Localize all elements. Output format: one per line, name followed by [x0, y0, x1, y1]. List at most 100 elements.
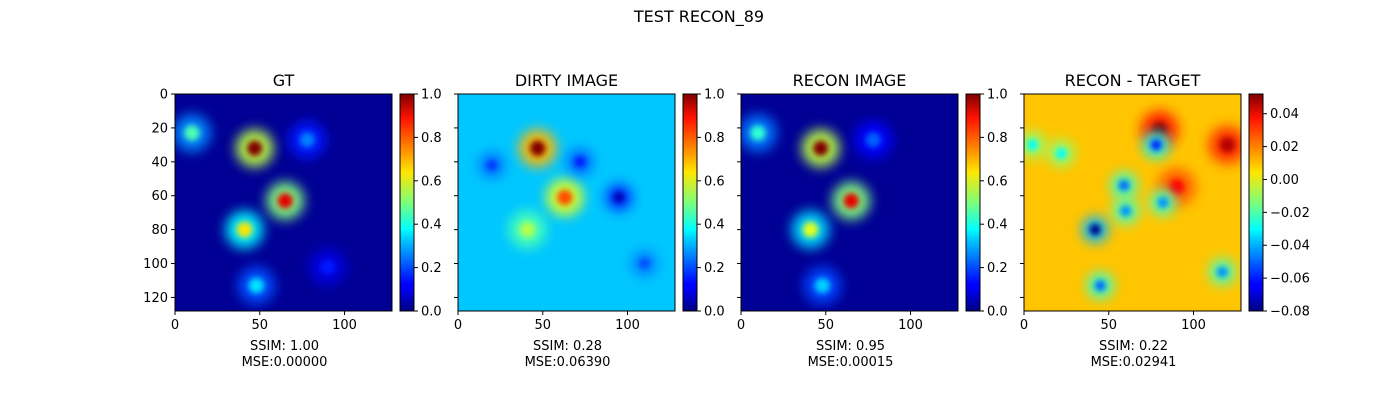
metric-caption: MSE:0.00000 [242, 355, 328, 370]
colorbar-tick-label: 0.02 [1270, 140, 1299, 155]
x-tick-label: 0 [454, 318, 462, 333]
panel-title: GT [273, 71, 295, 90]
x-tick-label: 0 [737, 318, 745, 333]
y-tick-label: 0 [160, 88, 168, 103]
y-tick-label: 80 [151, 223, 168, 238]
colorbar-tick-label: −0.06 [1270, 272, 1310, 287]
colorbar-tick-label: 1.0 [421, 88, 442, 103]
heatmap-hole [1157, 197, 1169, 208]
x-tick-label: 50 [817, 318, 834, 333]
colorbar-tick-label: 0.6 [704, 174, 725, 189]
colorbar-tick-label: −0.02 [1270, 206, 1310, 221]
heatmap-peak [319, 259, 336, 275]
colorbar-gradient [399, 93, 415, 312]
figure-title: TEST RECON_89 [633, 7, 764, 27]
colorbar-tick-label: 0.6 [987, 174, 1008, 189]
colorbar-tick-label: 0.8 [421, 131, 442, 146]
heatmap-image [175, 94, 392, 311]
colorbar-tick-label: 0.6 [421, 174, 442, 189]
heatmap-peak [1168, 179, 1185, 195]
heatmap-hole [1216, 266, 1228, 278]
heatmap-hole [1026, 139, 1038, 151]
heatmap-hole [613, 191, 625, 203]
heatmap-hole [1094, 280, 1106, 292]
panel-4: RECON - TARGET 0 50 100 0.04 0.02 0.00 −0.02 −0.… [1020, 71, 1310, 370]
heatmap-peak [802, 221, 819, 238]
x-tick-label: 100 [615, 318, 640, 333]
metric-caption: SSIM: 0.95 [816, 339, 885, 354]
axes-frame [1023, 93, 1242, 312]
heatmap-peak [299, 132, 315, 148]
heatmap-peak [529, 140, 546, 156]
metric-caption: SSIM: 0.28 [533, 339, 602, 354]
colorbar-tick-label: 0.2 [987, 261, 1008, 276]
y-tick-label: 120 [143, 291, 168, 306]
x-tick-label: 50 [534, 318, 551, 333]
heatmap-image [1024, 94, 1241, 311]
heatmap-peak [519, 221, 536, 238]
axes-frame [174, 93, 393, 312]
heatmap-hole [1120, 205, 1132, 217]
heatmap-peak [814, 277, 831, 294]
colorbar-tick-label: 0.8 [704, 131, 725, 146]
colorbar: 0.0 0.2 0.4 0.6 0.8 1.0 [399, 88, 442, 320]
x-tick-label: 100 [332, 318, 357, 333]
heatmap-peak [865, 132, 881, 148]
heatmap-peak [246, 140, 263, 156]
heatmap-peak [248, 277, 265, 294]
colorbar-tick-label: 0.0 [704, 305, 725, 320]
x-tick-label: 0 [171, 318, 179, 333]
colorbar: 0.04 0.02 0.00 −0.02 −0.04 −0.06 −0.08 [1248, 93, 1310, 320]
heatmap-peak [277, 193, 293, 209]
metric-caption: SSIM: 0.22 [1099, 339, 1168, 354]
colorbar-tick-label: 0.4 [987, 218, 1008, 233]
colorbar-tick-label: 0.4 [704, 218, 725, 233]
panel-title: RECON - TARGET [1065, 71, 1201, 90]
heatmap-peak [236, 221, 253, 238]
metric-caption: MSE:0.00015 [808, 355, 894, 370]
colorbar-tick-label: 0.0 [421, 305, 442, 320]
x-tick-label: 50 [1100, 318, 1117, 333]
heatmap-peak [812, 140, 829, 156]
x-tick-label: 100 [898, 318, 923, 333]
axes-frame [740, 93, 959, 312]
colorbar-tick-label: 0.8 [987, 131, 1008, 146]
colorbar-tick-label: 0.4 [421, 218, 442, 233]
heatmap-hole [1089, 224, 1101, 236]
x-tick-label: 0 [1020, 318, 1028, 333]
metric-caption: MSE:0.02941 [1091, 355, 1177, 370]
x-tick-label: 50 [251, 318, 268, 333]
heatmap-image [458, 94, 675, 311]
colorbar-gradient [682, 93, 698, 312]
y-tick-label: 60 [151, 189, 168, 204]
heatmap-hole [486, 159, 498, 171]
colorbar-gradient [965, 93, 981, 312]
panel-title: DIRTY IMAGE [515, 71, 618, 90]
heatmap-peak [750, 125, 766, 141]
colorbar-tick-label: −0.08 [1270, 305, 1310, 320]
metric-caption: SSIM: 1.00 [250, 339, 319, 354]
heatmap-hole [1055, 147, 1067, 159]
heatmap-hole [638, 258, 650, 270]
colorbar-tick-label: 1.0 [987, 88, 1008, 103]
y-tick-label: 40 [151, 155, 168, 170]
colorbar: 0.0 0.2 0.4 0.6 0.8 1.0 [965, 88, 1008, 320]
panel-2: DIRTY IMAGE 0 50 100 0.0 0.2 0.4 0.6 0.8 1.0 SSIM:… [454, 71, 725, 370]
heatmap-peak [1219, 137, 1236, 153]
y-tick-label: 20 [151, 121, 168, 136]
colorbar-tick-label: 0.04 [1270, 107, 1299, 122]
panel-title: RECON IMAGE [793, 71, 907, 90]
heatmap-peak [184, 125, 200, 141]
panel-3: RECON IMAGE 0 50 100 0.0 0.2 0.4 0.6 0.8 1.0 SSIM:… [737, 71, 1008, 370]
colorbar-tick-label: 1.0 [704, 88, 725, 103]
colorbar-tick-label: 0.2 [421, 261, 442, 276]
metric-caption: MSE:0.06390 [525, 355, 611, 370]
axes-frame [457, 93, 676, 312]
colorbar-gradient [1248, 93, 1264, 312]
heatmap-hole [1150, 139, 1162, 151]
colorbar-tick-label: 0.00 [1270, 173, 1299, 188]
heatmap-hole [574, 156, 586, 168]
colorbar-tick-label: 0.2 [704, 261, 725, 276]
colorbar-tick-label: 0.0 [987, 305, 1008, 320]
